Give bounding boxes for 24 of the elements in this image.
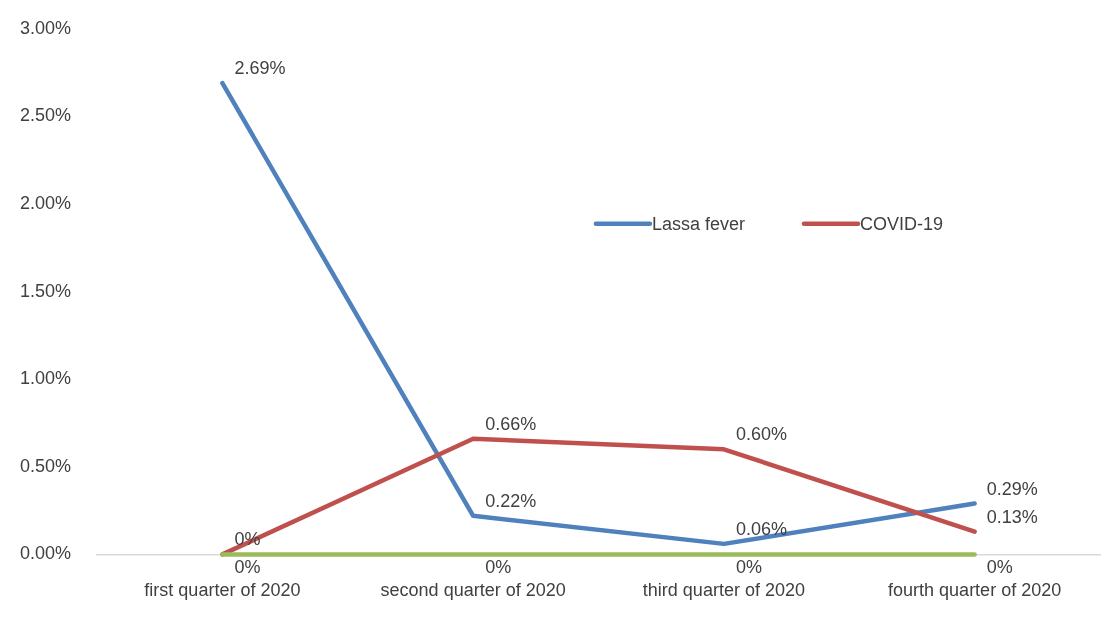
data-label: 0.13% (986, 506, 1038, 527)
x-tick-label: first quarter of 2020 (144, 580, 301, 601)
data-label: 0.60% (735, 424, 787, 445)
x-tick-label: third quarter of 2020 (642, 580, 805, 601)
data-label: 0.06% (735, 518, 787, 539)
data-label: 0% (986, 557, 1013, 578)
x-tick-label: fourth quarter of 2020 (888, 580, 1062, 601)
y-tick-label: 2.50% (19, 105, 72, 126)
data-label: 0.66% (485, 413, 537, 434)
y-tick-label: 3.00% (19, 17, 72, 38)
data-label: 2.69% (234, 58, 286, 79)
data-label: 0.22% (485, 490, 537, 511)
legend-label: COVID-19 (859, 213, 944, 234)
y-tick-label: 1.50% (19, 280, 72, 301)
y-tick-label: 0.50% (19, 455, 72, 476)
legend-label: Lassa fever (651, 213, 745, 234)
data-label: 0.29% (986, 478, 1038, 499)
data-label: 0% (485, 557, 512, 578)
y-tick-label: 1.00% (19, 368, 72, 389)
data-label: 0% (735, 557, 762, 578)
data-label: 0% (234, 557, 261, 578)
y-tick-label: 0.00% (19, 543, 72, 564)
y-tick-label: 2.00% (19, 192, 72, 213)
x-tick-label: second quarter of 2020 (380, 580, 566, 601)
